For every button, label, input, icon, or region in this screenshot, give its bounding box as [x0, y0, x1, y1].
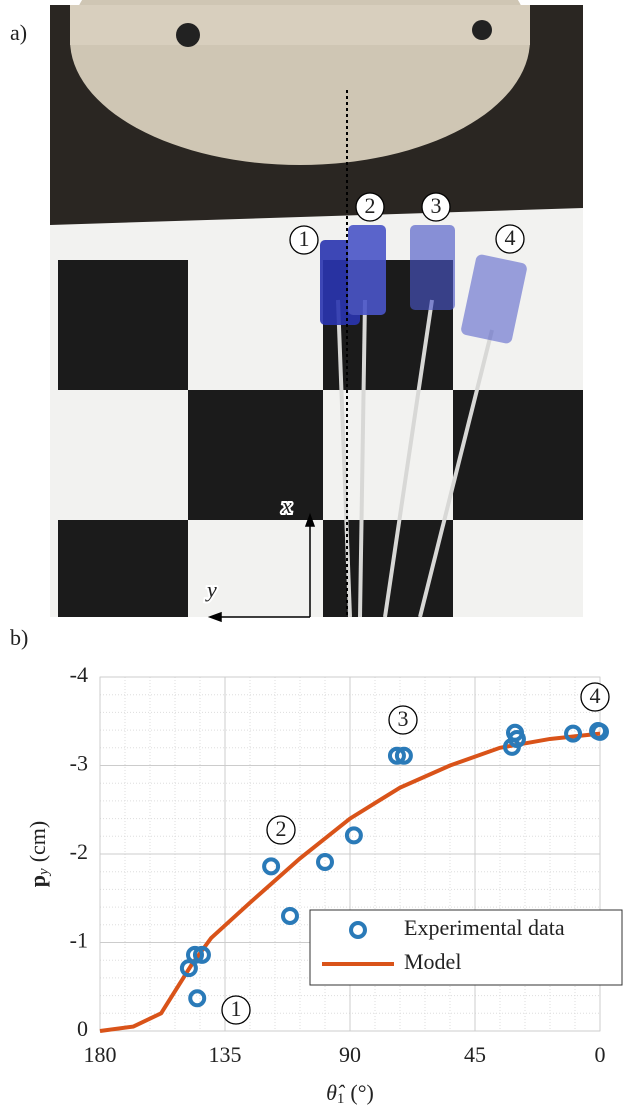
label-part: p: [25, 875, 50, 887]
data-point: [281, 906, 299, 925]
photo: [50, 0, 583, 623]
data-point: [507, 729, 526, 748]
panel-label: b): [10, 625, 28, 650]
marker-label: 1: [231, 996, 242, 1021]
marker-label: 1: [299, 226, 310, 251]
y-tick-label: -1: [70, 928, 88, 953]
axis-letter: x: [281, 493, 292, 518]
marker-circle: [289, 225, 319, 255]
data-point: [186, 945, 204, 964]
marker-label: 2: [365, 193, 376, 218]
marker-label: 3: [398, 706, 409, 731]
data-point: [344, 826, 363, 845]
data-point: [188, 989, 207, 1008]
marker-circle: [421, 192, 451, 222]
data-point: [394, 746, 413, 765]
legend-label: Experimental data: [404, 915, 565, 940]
label-part: y: [36, 868, 52, 877]
y-tick-label: 0: [77, 1016, 88, 1041]
marker-circle: [388, 705, 418, 735]
marker-label: 3: [431, 193, 442, 218]
y-tick-label: -2: [70, 839, 88, 864]
data-point: [262, 857, 281, 876]
marker-circle: [221, 995, 251, 1025]
data-point: [316, 852, 334, 871]
x-tick-label: 135: [209, 1042, 242, 1067]
label-part: 1: [337, 1091, 345, 1107]
x-tick-label: 45: [464, 1042, 486, 1067]
marker-circle: [580, 682, 610, 712]
marker-circle: [266, 815, 296, 845]
x-axis-label: θ̂1 (°): [326, 1080, 374, 1107]
axis-letter: y: [205, 577, 217, 602]
y-tick-label: -3: [70, 751, 88, 776]
panel-label: a): [10, 20, 27, 45]
label-part: (cm): [25, 821, 50, 863]
legend-symbol: [349, 921, 367, 939]
marker-label: 4: [505, 225, 516, 250]
marker-label: 2: [276, 816, 287, 841]
legend-label: Model: [404, 949, 461, 974]
x-tick-label: 0: [595, 1042, 606, 1067]
data-point: [591, 722, 609, 741]
marker-circle: [355, 192, 385, 222]
marker-circle: [495, 224, 525, 254]
marker-label: 4: [590, 683, 601, 708]
y-tick-label: -4: [70, 662, 88, 687]
label-part: (°): [350, 1080, 373, 1105]
x-tick-label: 180: [84, 1042, 117, 1067]
data-point: [192, 945, 211, 964]
model-line: [99, 731, 601, 1033]
y-axis-label: py (cm): [25, 821, 52, 887]
data-point: [387, 746, 406, 765]
data-point: [564, 724, 583, 743]
x-tick-label: 90: [339, 1042, 361, 1067]
